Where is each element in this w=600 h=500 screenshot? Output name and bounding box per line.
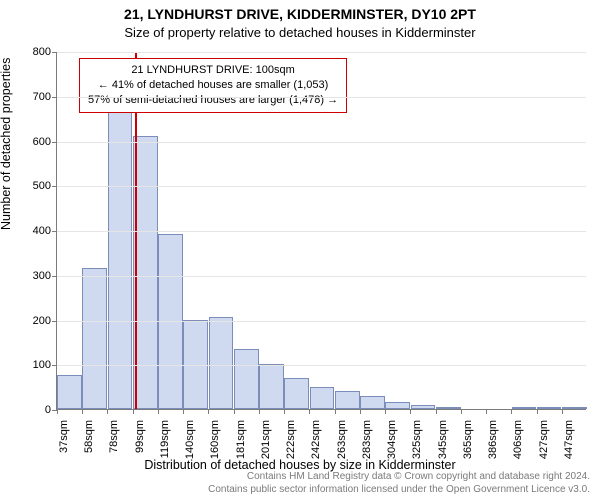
histogram-bar [537, 407, 562, 409]
gridline [57, 142, 586, 143]
histogram-bar [360, 396, 385, 409]
footer-line-2: Contains public sector information licen… [208, 484, 590, 497]
gridline [57, 276, 586, 277]
ytick-label: 700 [33, 91, 57, 103]
plot-area: 21 LYNDHURST DRIVE: 100sqm ← 41% of deta… [56, 52, 586, 410]
xtick-mark [82, 409, 83, 414]
histogram-bar [209, 317, 234, 409]
histogram-bar [335, 391, 360, 409]
histogram-bar [259, 364, 284, 409]
xtick-mark [309, 409, 310, 414]
xtick-label: 99sqm [128, 418, 146, 453]
xtick-mark [385, 409, 386, 414]
xtick-mark [259, 409, 260, 414]
ytick-label: 100 [33, 359, 57, 371]
histogram-bar [108, 78, 133, 409]
xtick-label: 58sqm [77, 418, 95, 453]
xtick-label: 160sqm [203, 418, 221, 459]
xtick-mark [436, 409, 437, 414]
xtick-label: 406sqm [506, 418, 524, 459]
xtick-mark [360, 409, 361, 414]
histogram-bar [234, 349, 259, 409]
xtick-mark [57, 409, 58, 414]
xtick-mark [208, 409, 209, 414]
xtick-mark [511, 409, 512, 414]
ytick-label: 500 [33, 180, 57, 192]
xtick-label: 119sqm [153, 418, 171, 458]
ytick-label: 300 [33, 270, 57, 282]
figure-root: 21, LYNDHURST DRIVE, KIDDERMINSTER, DY10… [0, 0, 600, 500]
attribution-footer: Contains HM Land Registry data © Crown c… [208, 471, 590, 496]
histogram-bar [562, 407, 587, 409]
histogram-bar [411, 405, 436, 409]
xtick-mark [234, 409, 235, 414]
xtick-mark [562, 409, 563, 414]
xtick-label: 345sqm [431, 418, 449, 459]
xtick-mark [486, 409, 487, 414]
histogram-bar [284, 378, 309, 409]
annotation-line-1: 21 LYNDHURST DRIVE: 100sqm [88, 63, 338, 78]
xtick-mark [133, 409, 134, 414]
histogram-bar [512, 407, 537, 409]
annotation-line-3: 57% of semi-detached houses are larger (… [88, 93, 338, 108]
annotation-line-2: ← 41% of detached houses are smaller (1,… [88, 78, 338, 93]
histogram-bar [57, 375, 82, 409]
gridline [57, 97, 586, 98]
xtick-mark [107, 409, 108, 414]
histogram-bar [436, 407, 461, 409]
ytick-label: 400 [33, 225, 57, 237]
xtick-label: 304sqm [380, 418, 398, 459]
annotation-box: 21 LYNDHURST DRIVE: 100sqm ← 41% of deta… [79, 58, 347, 113]
xtick-mark [158, 409, 159, 414]
xtick-mark [410, 409, 411, 414]
histogram-bar [82, 268, 107, 409]
histogram-bar [310, 387, 335, 409]
histogram-bar [133, 136, 158, 409]
chart-title: 21, LYNDHURST DRIVE, KIDDERMINSTER, DY10… [0, 0, 600, 23]
gridline [57, 365, 586, 366]
chart-subtitle: Size of property relative to detached ho… [0, 23, 600, 41]
gridline [57, 52, 586, 53]
histogram-bar [183, 320, 208, 410]
ytick-label: 200 [33, 315, 57, 327]
footer-line-1: Contains HM Land Registry data © Crown c… [208, 471, 590, 484]
xtick-label: 447sqm [557, 418, 575, 459]
gridline [57, 321, 586, 322]
xtick-label: 222sqm [279, 418, 297, 459]
xtick-mark [461, 409, 462, 414]
xtick-label: 201sqm [254, 418, 272, 459]
histogram-bar [158, 234, 183, 409]
ytick-label: 800 [33, 46, 57, 58]
plot-box: 21 LYNDHURST DRIVE: 100sqm ← 41% of deta… [56, 52, 586, 410]
xtick-label: 181sqm [229, 418, 247, 459]
xtick-label: 365sqm [456, 418, 474, 459]
y-axis-label: Number of detached properties [0, 58, 13, 230]
xtick-label: 427sqm [532, 418, 550, 459]
xtick-label: 140sqm [178, 418, 196, 459]
xtick-label: 37sqm [52, 418, 70, 453]
xtick-label: 242sqm [304, 418, 322, 459]
ytick-label: 600 [33, 136, 57, 148]
histogram-bar [385, 402, 410, 409]
xtick-mark [183, 409, 184, 414]
gridline [57, 186, 586, 187]
xtick-label: 283sqm [355, 418, 373, 459]
xtick-label: 325sqm [405, 418, 423, 459]
gridline [57, 231, 586, 232]
ytick-label: 0 [45, 404, 57, 416]
xtick-label: 78sqm [102, 418, 120, 453]
xtick-mark [284, 409, 285, 414]
xtick-label: 263sqm [330, 418, 348, 459]
xtick-label: 386sqm [481, 418, 499, 459]
x-axis-label: Distribution of detached houses by size … [144, 458, 455, 472]
xtick-mark [537, 409, 538, 414]
xtick-mark [335, 409, 336, 414]
